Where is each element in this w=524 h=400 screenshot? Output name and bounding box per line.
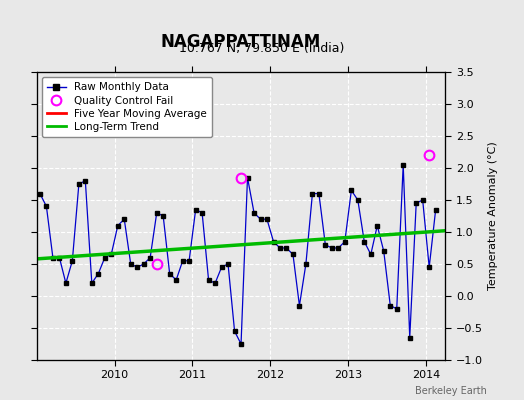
Y-axis label: Temperature Anomaly (°C): Temperature Anomaly (°C) xyxy=(488,142,498,290)
Title: NAGAPPATTINAM: NAGAPPATTINAM xyxy=(161,33,321,51)
Legend: Raw Monthly Data, Quality Control Fail, Five Year Moving Average, Long-Term Tren: Raw Monthly Data, Quality Control Fail, … xyxy=(42,77,212,137)
Text: 10.767 N, 79.850 E (India): 10.767 N, 79.850 E (India) xyxy=(179,42,345,55)
Text: Berkeley Earth: Berkeley Earth xyxy=(416,386,487,396)
